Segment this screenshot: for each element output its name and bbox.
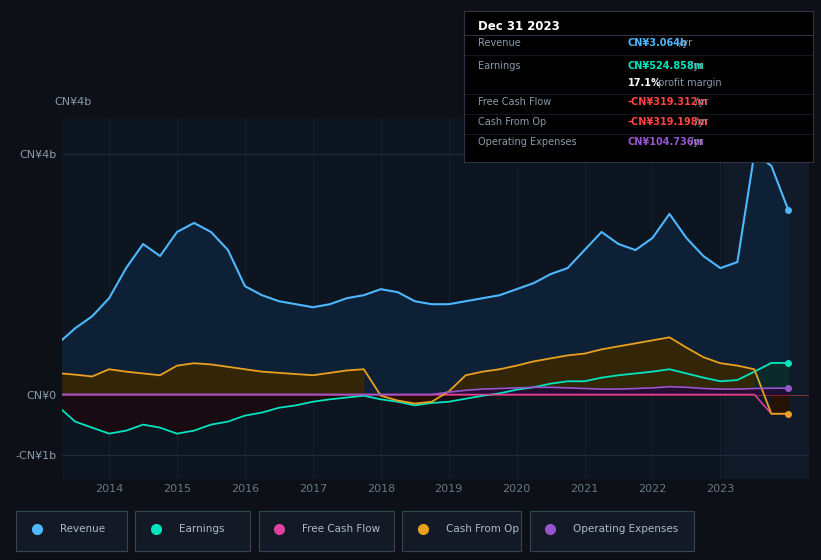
FancyBboxPatch shape bbox=[402, 511, 521, 551]
FancyBboxPatch shape bbox=[16, 511, 127, 551]
Text: 17.1%: 17.1% bbox=[628, 78, 662, 88]
Text: Operating Expenses: Operating Expenses bbox=[573, 524, 678, 534]
Text: -CN¥319.312m: -CN¥319.312m bbox=[628, 97, 709, 108]
Text: /yr: /yr bbox=[692, 117, 709, 127]
Text: Free Cash Flow: Free Cash Flow bbox=[478, 97, 551, 108]
Text: CN¥104.736m: CN¥104.736m bbox=[628, 137, 704, 147]
Text: /yr: /yr bbox=[687, 137, 703, 147]
FancyBboxPatch shape bbox=[135, 511, 250, 551]
FancyBboxPatch shape bbox=[259, 511, 394, 551]
Text: Free Cash Flow: Free Cash Flow bbox=[302, 524, 380, 534]
Text: Dec 31 2023: Dec 31 2023 bbox=[478, 20, 560, 33]
Text: CN¥4b: CN¥4b bbox=[54, 97, 91, 107]
Bar bbox=[724, 118, 809, 479]
Text: Earnings: Earnings bbox=[179, 524, 224, 534]
Text: Revenue: Revenue bbox=[60, 524, 105, 534]
Text: CN¥3.064b: CN¥3.064b bbox=[628, 39, 688, 48]
Text: CN¥524.858m: CN¥524.858m bbox=[628, 61, 704, 71]
FancyBboxPatch shape bbox=[530, 511, 694, 551]
Text: Operating Expenses: Operating Expenses bbox=[478, 137, 576, 147]
Text: /yr: /yr bbox=[692, 97, 709, 108]
Text: -CN¥319.198m: -CN¥319.198m bbox=[628, 117, 709, 127]
Text: /yr: /yr bbox=[687, 61, 703, 71]
Text: Earnings: Earnings bbox=[478, 61, 521, 71]
Text: Cash From Op: Cash From Op bbox=[478, 117, 546, 127]
Text: /yr: /yr bbox=[677, 39, 692, 48]
Text: profit margin: profit margin bbox=[654, 78, 722, 88]
Text: Revenue: Revenue bbox=[478, 39, 521, 48]
Text: Cash From Op: Cash From Op bbox=[446, 524, 519, 534]
